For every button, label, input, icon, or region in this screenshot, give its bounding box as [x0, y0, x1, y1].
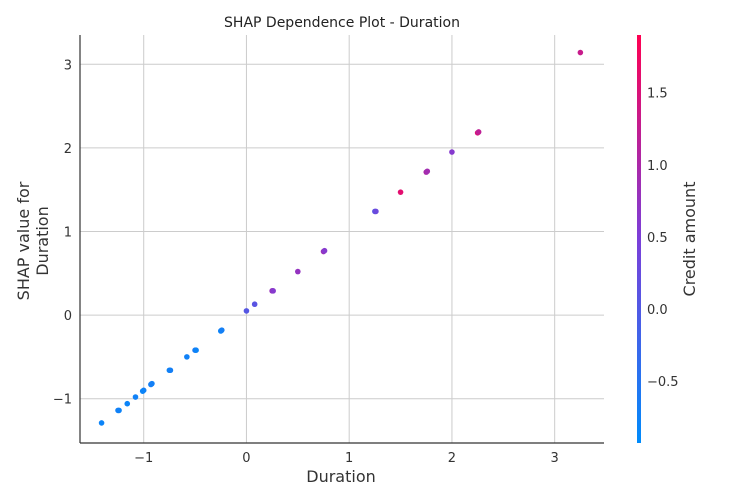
- y-tick-label: 1: [64, 225, 72, 240]
- x-tick-label: 0: [242, 451, 250, 466]
- colorbar-tick-label: 0.5: [647, 231, 668, 246]
- scatter-point: [243, 308, 250, 314]
- x-tick-label: −1: [134, 451, 153, 466]
- scatter-point: [167, 367, 174, 374]
- scatter-point: [218, 327, 225, 333]
- scatter-point: [475, 129, 482, 135]
- chart-title: SHAP Dependence Plot - Duration: [224, 15, 460, 31]
- colorbar-label: Credit amount: [680, 182, 699, 297]
- x-tick-label: 3: [551, 451, 559, 466]
- scatter-point: [295, 268, 301, 275]
- scatter-point: [124, 400, 131, 407]
- scatter-point: [98, 420, 105, 426]
- scatter-point: [184, 354, 190, 360]
- scatter-point: [397, 189, 404, 195]
- scatter-point: [148, 381, 154, 388]
- colorbar: [637, 35, 641, 443]
- y-axis-label: SHAP value forDuration: [14, 181, 52, 300]
- scatter-point: [115, 407, 121, 414]
- y-tick-label: 2: [64, 142, 72, 157]
- scatter-point: [321, 247, 328, 254]
- axes: [79, 35, 604, 444]
- scatter-point: [449, 149, 455, 155]
- colorbar-tick-label: 0.0: [647, 303, 668, 318]
- y-tick-label: 3: [64, 58, 72, 73]
- scatter-point: [132, 394, 139, 400]
- y-tick-label: 0: [64, 309, 72, 324]
- grid: [80, 35, 604, 443]
- x-tick-label: 1: [345, 451, 353, 466]
- scatter-point: [193, 347, 199, 353]
- scatter-point: [139, 388, 146, 394]
- scatter-points: [98, 49, 584, 426]
- x-axis-label: Duration: [306, 467, 376, 486]
- scatter-point: [373, 208, 379, 215]
- colorbar-tick-label: −0.5: [647, 375, 679, 390]
- colorbar-tick-label: 1.0: [647, 159, 668, 174]
- scatter-point: [251, 301, 258, 308]
- x-axis-ticks: −1 0 1 2 3: [134, 451, 559, 466]
- x-tick-label: 2: [448, 451, 456, 466]
- scatter-point: [424, 168, 431, 175]
- scatter-point: [270, 288, 276, 294]
- colorbar-tick-label: 1.5: [647, 87, 668, 102]
- y-tick-label: −1: [53, 393, 72, 408]
- colorbar-ticks: −0.5 0.0 0.5 1.0 1.5: [647, 87, 679, 390]
- scatter-point: [577, 49, 584, 56]
- y-axis-ticks: −1 0 1 2 3: [53, 58, 72, 407]
